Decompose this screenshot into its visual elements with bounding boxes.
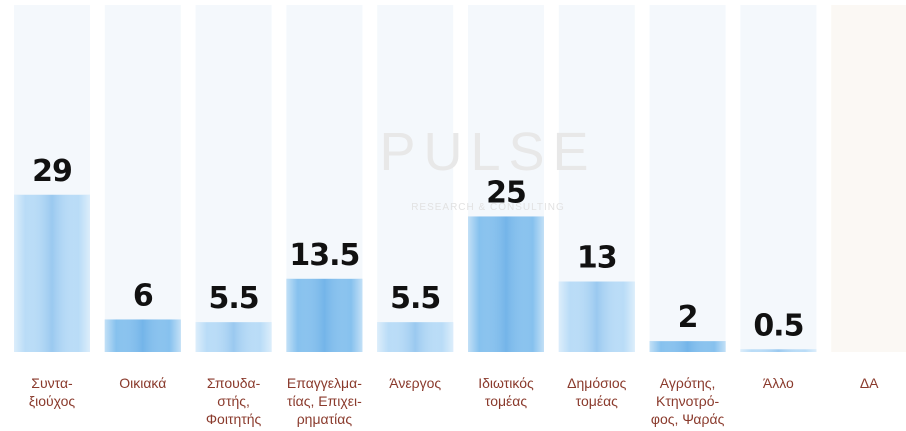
- x-tick-label: Δημόσιος τομέας: [567, 375, 627, 409]
- bar-shine: [740, 349, 817, 352]
- value-label: 25: [486, 175, 526, 210]
- column-background: [377, 5, 454, 352]
- x-tick-label: Άνεργος: [389, 375, 442, 391]
- watermark-subtitle: RESEARCH & CONSULTING: [411, 202, 565, 213]
- bar-shine: [286, 278, 363, 352]
- x-tick-label: Οικιακά: [119, 375, 167, 391]
- bar-shine: [14, 194, 90, 352]
- bar-shine: [468, 216, 544, 352]
- x-tick-label: Σπουδα- στής, Φοιτητής: [205, 375, 262, 427]
- value-label: 6: [133, 278, 153, 313]
- bar-shine: [195, 322, 272, 352]
- value-label: 13.5: [289, 238, 359, 273]
- column-background: [649, 5, 726, 352]
- value-label: 2: [678, 300, 698, 335]
- value-label: 29: [32, 154, 72, 189]
- x-tick-label: Αγρότης, Κτηνοτρό- φος, Ψαράς: [650, 375, 725, 427]
- value-label: 0.5: [753, 308, 803, 343]
- x-tick-label: Ιδιωτικός τομέας: [478, 375, 534, 409]
- x-tick-label: Άλλο: [762, 375, 794, 391]
- value-label: 13: [577, 241, 617, 276]
- bar-shine: [377, 322, 454, 352]
- x-tick-label: ΔΑ: [859, 375, 879, 391]
- column-background: [740, 5, 817, 352]
- column-background: [831, 5, 906, 352]
- x-tick-label: Επαγγελμα- τίας, Επιχει- ρηματίας: [286, 375, 362, 427]
- bar-shine: [649, 341, 726, 352]
- column-background: [104, 5, 181, 352]
- bar-shine: [558, 281, 635, 352]
- value-label: 5.5: [390, 281, 440, 316]
- x-tick-label: Συντα- ξιούχος: [28, 375, 76, 409]
- column-background: [195, 5, 272, 352]
- watermark-title: PULSE: [379, 122, 596, 182]
- bar-shine: [104, 319, 181, 352]
- value-label: 5.5: [209, 281, 259, 316]
